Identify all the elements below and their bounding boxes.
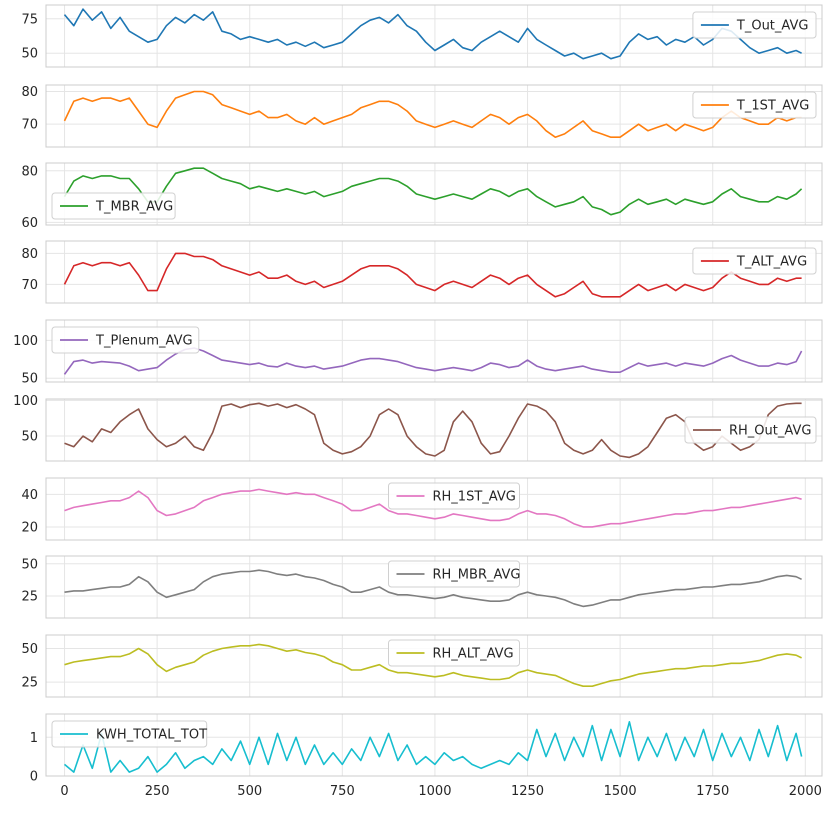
y-tick-label: 50 <box>21 557 38 572</box>
x-tick-label: 500 <box>237 784 262 799</box>
y-tick-label: 60 <box>21 216 38 231</box>
panel-frame <box>45 162 823 226</box>
legend-box <box>684 416 817 444</box>
legend-box <box>51 192 176 220</box>
legend-label: T_ALT_AVG <box>736 255 807 270</box>
legend-label: RH_MBR_AVG <box>433 568 521 583</box>
legend-box <box>692 91 817 119</box>
y-tick-label: 20 <box>21 520 38 535</box>
legend-label: T_1ST_AVG <box>736 99 809 114</box>
panel-frame <box>45 477 823 541</box>
legend-label: T_Plenum_AVG <box>95 334 193 349</box>
panel-frame <box>45 634 823 698</box>
panel-frame <box>45 319 823 383</box>
x-tick-label: 2000 <box>789 784 822 799</box>
panel-frame <box>45 4 823 68</box>
legend-box <box>692 11 817 39</box>
y-tick-label: 50 <box>21 47 38 62</box>
y-tick-label: 80 <box>21 164 38 179</box>
legend-label: RH_Out_AVG <box>729 424 811 439</box>
y-tick-label: 50 <box>21 372 38 387</box>
y-tick-label: 75 <box>21 12 38 27</box>
y-tick-label: 70 <box>21 278 38 293</box>
legend-box <box>51 720 208 748</box>
legend-label: RH_ALT_AVG <box>433 647 514 662</box>
panel-frame <box>45 398 823 462</box>
y-tick-label: 25 <box>21 590 38 605</box>
x-tick-label: 1250 <box>511 784 544 799</box>
series-line-kwh-total-tot <box>63 720 803 773</box>
y-tick-label: 0 <box>30 770 38 785</box>
y-tick-label: 80 <box>21 247 38 262</box>
legend-box <box>692 247 817 275</box>
panel-frame <box>45 240 823 304</box>
y-tick-label: 1 <box>30 731 38 746</box>
legend-label: T_Out_AVG <box>736 19 809 34</box>
y-tick-label: 100 <box>13 334 38 349</box>
legend-label: T_MBR_AVG <box>95 200 173 215</box>
series-line-rh-1st-avg <box>64 488 802 528</box>
series-line-t-mbr-avg <box>63 167 803 216</box>
x-tick-label: 1500 <box>604 784 637 799</box>
series-line-rh-out-avg <box>64 402 802 459</box>
panel-frame <box>45 555 823 619</box>
y-tick-label: 70 <box>21 118 38 133</box>
y-tick-label: 100 <box>13 394 38 409</box>
legend-box <box>388 482 520 510</box>
x-tick-label: 0 <box>60 784 68 799</box>
y-tick-label: 80 <box>21 85 38 100</box>
series-line-t-alt-avg <box>63 252 802 298</box>
legend-box <box>51 326 200 354</box>
y-tick-label: 40 <box>21 488 38 503</box>
x-tick-label: 750 <box>330 784 355 799</box>
legend-label: RH_1ST_AVG <box>433 490 516 505</box>
x-tick-label: 1000 <box>418 784 451 799</box>
legend-box <box>388 560 520 588</box>
series-line-rh-mbr-avg <box>64 569 802 608</box>
legend-box <box>388 639 520 667</box>
y-tick-label: 50 <box>21 430 38 445</box>
y-tick-label: 25 <box>21 676 38 691</box>
series-line-rh-alt-avg <box>64 643 802 688</box>
panel-frame <box>45 84 823 148</box>
legend-label: KWH_TOTAL_TOT <box>96 728 207 743</box>
y-tick-label: 50 <box>21 642 38 657</box>
x-tick-label: 250 <box>145 784 170 799</box>
panel-frame <box>45 713 823 777</box>
x-tick-label: 1750 <box>696 784 729 799</box>
series-line-t-1st-avg <box>63 90 802 138</box>
series-line-t-out-avg <box>63 8 802 60</box>
